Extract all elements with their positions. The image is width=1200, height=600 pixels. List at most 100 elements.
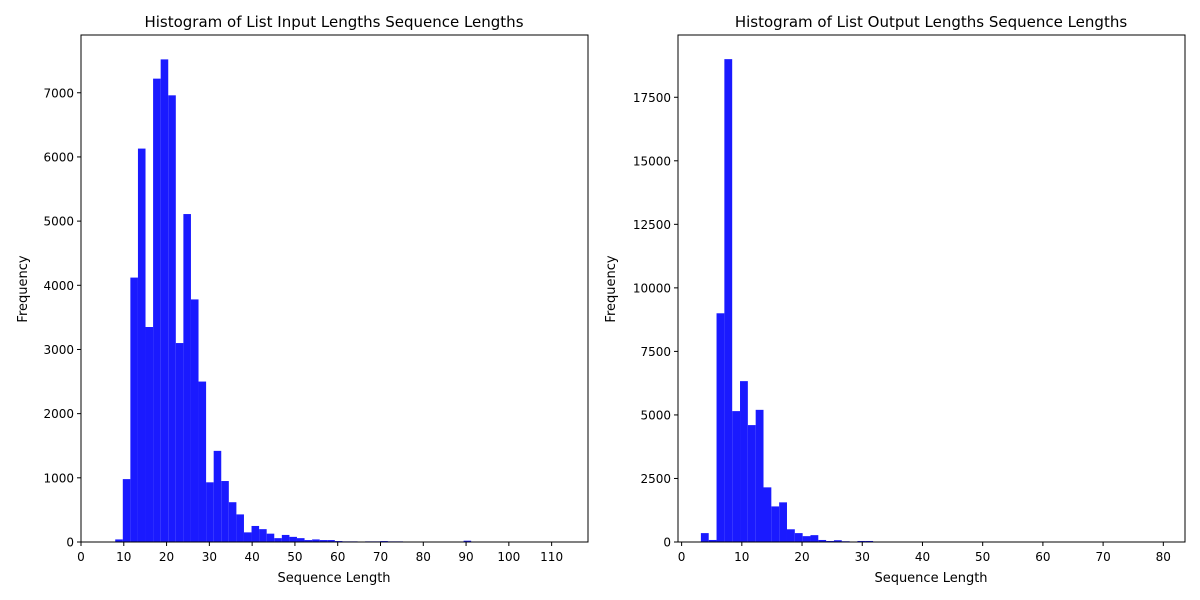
x-tick-label: 0 xyxy=(678,550,686,564)
x-tick-label: 70 xyxy=(1095,550,1110,564)
y-tick-label: 15000 xyxy=(633,154,671,168)
histogram-bar xyxy=(327,540,335,542)
histogram-bar xyxy=(724,59,733,542)
histogram-bar xyxy=(779,502,787,542)
histogram-bar xyxy=(137,148,146,542)
histogram-bar xyxy=(251,525,260,542)
histogram-bar xyxy=(802,536,811,542)
histogram-bar xyxy=(312,539,320,542)
chart-title: Histogram of List Output Lengths Sequenc… xyxy=(735,13,1127,31)
y-axis-label: Frequency xyxy=(16,255,31,322)
histogram-bar xyxy=(145,327,154,542)
y-tick-label: 5000 xyxy=(640,408,671,422)
y-tick-label: 0 xyxy=(663,536,671,550)
x-tick-label: 80 xyxy=(1156,550,1171,564)
histogram-bar xyxy=(708,539,717,542)
x-axis-label: Sequence Length xyxy=(874,571,987,586)
y-tick-label: 1000 xyxy=(43,471,74,485)
histogram-bar xyxy=(236,514,244,542)
histogram-bar xyxy=(289,536,297,542)
histogram-bar xyxy=(221,481,229,542)
histogram-bar xyxy=(243,532,252,542)
histogram-bars xyxy=(115,59,472,543)
histogram-bar xyxy=(833,540,842,542)
x-axis-ticks: 0 10 20 30 40 50 60 70 80 90 100 110 xyxy=(77,542,563,564)
histogram-bar xyxy=(794,533,803,542)
y-axis-ticks: 0 2500 5000 7500 10000 12500 15000 17500 xyxy=(633,91,678,550)
x-tick-label: 50 xyxy=(975,550,990,564)
y-tick-label: 7500 xyxy=(640,345,671,359)
x-tick-label: 70 xyxy=(373,550,388,564)
histogram-bar xyxy=(747,425,756,542)
histogram-bar xyxy=(304,540,313,542)
x-tick-label: 40 xyxy=(915,550,930,564)
histogram-bar xyxy=(810,535,819,542)
plot-frame xyxy=(80,34,589,543)
x-tick-label: 10 xyxy=(734,550,749,564)
histogram-bar xyxy=(740,381,748,542)
x-tick-label: 50 xyxy=(287,550,302,564)
y-tick-label: 17500 xyxy=(633,91,671,105)
histogram-bar xyxy=(206,482,214,542)
x-tick-label: 90 xyxy=(458,550,473,564)
x-tick-label: 30 xyxy=(855,550,870,564)
x-tick-label: 40 xyxy=(244,550,259,564)
x-tick-label: 10 xyxy=(116,550,131,564)
histogram-bars xyxy=(700,59,874,542)
histogram-bar xyxy=(716,313,725,542)
y-axis-ticks: 0 1000 2000 3000 4000 5000 6000 7000 xyxy=(43,86,81,550)
histogram-bar xyxy=(755,409,764,542)
chart-title: Histogram of List Input Lengths Sequence… xyxy=(144,13,523,31)
x-tick-label: 80 xyxy=(416,550,431,564)
histogram-bar xyxy=(160,59,169,542)
y-tick-label: 5000 xyxy=(43,215,74,229)
output-lengths-histogram: Histogram of List Output Lengths Sequenc… xyxy=(604,13,1186,586)
histogram-bar xyxy=(463,540,472,542)
histogram-bar xyxy=(122,479,131,542)
y-tick-label: 6000 xyxy=(43,150,74,164)
y-tick-label: 10000 xyxy=(633,281,671,295)
histogram-bar xyxy=(732,411,741,542)
y-tick-label: 2500 xyxy=(640,472,671,486)
input-lengths-histogram: Histogram of List Input Lengths Sequence… xyxy=(16,13,589,586)
histogram-bar xyxy=(763,487,772,542)
histogram-bar xyxy=(700,533,709,542)
histogram-bar xyxy=(274,538,282,542)
histogram-bar xyxy=(175,343,184,542)
x-axis-ticks: 0 10 20 30 40 50 60 70 80 xyxy=(678,542,1171,564)
histogram-bar xyxy=(826,540,834,542)
histogram-bar xyxy=(857,540,866,542)
histogram-bar xyxy=(190,299,199,542)
histogram-bar xyxy=(130,277,138,542)
histogram-bar xyxy=(266,533,275,542)
histogram-bar xyxy=(153,78,161,542)
y-tick-label: 0 xyxy=(66,536,74,550)
histogram-bar xyxy=(319,540,328,542)
y-tick-label: 3000 xyxy=(43,343,74,357)
x-tick-label: 60 xyxy=(1035,550,1050,564)
histogram-bar xyxy=(228,502,237,542)
x-tick-label: 100 xyxy=(497,550,520,564)
histogram-bar xyxy=(771,506,780,542)
histogram-bar xyxy=(259,529,267,542)
y-tick-label: 12500 xyxy=(633,218,671,232)
histogram-bar xyxy=(786,529,795,542)
histogram-bar xyxy=(281,534,290,542)
plot-frame xyxy=(677,34,1186,543)
histogram-bar xyxy=(115,539,123,542)
histogram-bar xyxy=(183,214,191,543)
y-tick-label: 2000 xyxy=(43,407,74,421)
x-tick-label: 110 xyxy=(540,550,563,564)
x-axis-label: Sequence Length xyxy=(277,571,390,586)
x-tick-label: 30 xyxy=(202,550,217,564)
histogram-bar xyxy=(296,538,305,542)
y-tick-label: 4000 xyxy=(43,279,74,293)
histogram-bar xyxy=(865,540,874,542)
histogram-bar xyxy=(168,95,176,542)
x-tick-label: 60 xyxy=(330,550,345,564)
y-tick-label: 7000 xyxy=(43,86,74,100)
histogram-bar xyxy=(213,450,222,542)
y-axis-label: Frequency xyxy=(604,255,619,322)
histogram-bar xyxy=(198,381,207,542)
